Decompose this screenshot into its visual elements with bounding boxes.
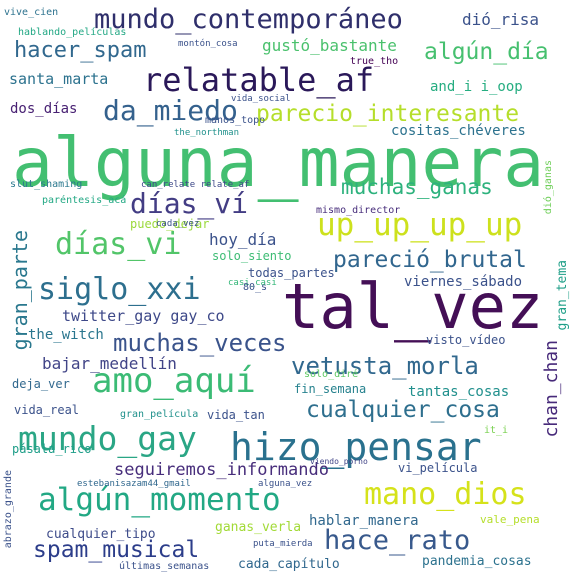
word: vi_película — [398, 461, 478, 475]
word: the_northman — [174, 128, 240, 138]
word: hoy_día — [209, 230, 277, 249]
word: and_i i_oop — [430, 79, 523, 95]
word: amo_aquí — [92, 361, 256, 401]
word: cada_capítulo — [238, 557, 340, 572]
word: paréntesis_acá — [42, 195, 127, 206]
word: it_i — [484, 425, 509, 436]
word: manos_topo — [205, 115, 266, 126]
word: seguiremos_informando — [114, 460, 329, 480]
word: bajar_medellín — [42, 354, 177, 373]
word: tantas_cosas — [408, 384, 510, 400]
word: dió_risa — [462, 10, 540, 29]
word: estebanisazam44_gmail — [77, 479, 191, 489]
word: viendo_porno — [310, 457, 368, 466]
word: spam_musical — [33, 537, 200, 563]
word: gran_película — [120, 409, 199, 420]
word: pandemia_cosas — [422, 554, 532, 569]
word: true_tho — [350, 56, 399, 67]
word: viernes_sábado — [404, 274, 523, 290]
word: twitter_gay gay_co — [62, 307, 225, 325]
word: vida_tan — [207, 408, 265, 422]
word: algún_día — [424, 39, 549, 65]
word: santa_marta — [9, 70, 109, 88]
word: tal_vez — [282, 270, 544, 343]
word: dos_días — [10, 101, 78, 117]
word: ganas_verla — [215, 520, 302, 535]
word: gustó_bastante — [262, 36, 397, 55]
word: mismo_director — [316, 205, 401, 216]
word: deja_ver — [12, 377, 70, 391]
word: solo_siento — [212, 249, 292, 263]
word: vale_pena — [480, 513, 540, 526]
word: hablar_manera — [309, 513, 419, 529]
word: hizo_pensar — [230, 425, 482, 469]
word: parecio_interesante — [256, 101, 520, 127]
word: da_miedo — [103, 94, 238, 127]
word: alguna_vez — [258, 479, 313, 489]
word: cualquier_cosa — [306, 397, 500, 423]
word: puedo_dejar — [130, 217, 210, 231]
word: mundo_contemporáneo — [94, 4, 403, 35]
word: últimas_semanas — [119, 561, 210, 572]
word: up_up_up_up — [317, 207, 523, 243]
word: hablando_películas — [18, 27, 127, 38]
word: cualquier_tipo — [46, 527, 156, 542]
word: fin_semana — [294, 382, 367, 396]
word: gran_parte — [8, 230, 32, 351]
word: chan_chan — [541, 340, 562, 438]
word: gran_tema — [555, 260, 570, 331]
word: slut_shaming — [10, 179, 83, 190]
word: montón_cosa — [178, 39, 238, 49]
word: vida_social — [231, 94, 291, 104]
word: días_vi — [55, 227, 182, 262]
word: alguna_manera — [12, 124, 545, 203]
word: mundo_gay — [18, 419, 197, 458]
word: puta_mierda — [253, 539, 313, 549]
word: dió_ganas — [543, 160, 554, 215]
word: hace_rato — [324, 525, 471, 556]
word: algún_momento — [38, 482, 281, 518]
word: cada_vez — [156, 219, 200, 229]
word: 80_s — [243, 282, 268, 293]
word: the_witch — [28, 327, 104, 343]
word: abrazo_grande — [3, 470, 14, 549]
word: pareció_brutal — [333, 247, 527, 273]
word: mano_dios — [364, 477, 527, 512]
word: pásala_rico — [12, 442, 92, 456]
word: vive_cien — [4, 7, 59, 18]
word: todas_partes — [248, 266, 335, 280]
word: casi_casi — [228, 278, 277, 288]
word: vida_real — [14, 403, 80, 417]
word: cositas_chéveres — [391, 123, 526, 139]
word: visto_vídeo — [426, 333, 506, 347]
word: hacer_spam — [14, 38, 147, 63]
word: días_ví — [130, 187, 249, 220]
word: vetusta_morla — [291, 352, 479, 380]
word: relatable_af — [143, 61, 375, 99]
word: muchas_veces — [113, 329, 287, 357]
word: muchas_ganas — [341, 175, 493, 199]
word: can_relate relate_af — [141, 180, 250, 190]
word: siglo_xxi — [38, 272, 201, 307]
word: solo_diré — [304, 369, 359, 380]
